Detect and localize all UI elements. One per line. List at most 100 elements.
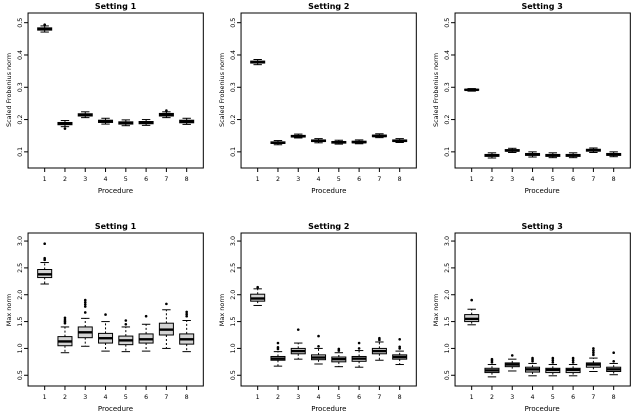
svg-text:2: 2 — [490, 176, 494, 183]
svg-text:8: 8 — [185, 176, 189, 183]
svg-text:1.0: 1.0 — [444, 343, 451, 353]
panel-frobenius-setting3: Setting 3 Scaled Frobenius norm 0.1 0.2 0.… — [427, 0, 640, 208]
svg-text:7: 7 — [164, 176, 168, 183]
svg-text:3: 3 — [510, 176, 514, 183]
svg-text:3: 3 — [297, 394, 301, 401]
svg-text:0.5: 0.5 — [444, 18, 451, 28]
svg-text:5: 5 — [550, 176, 554, 183]
svg-text:3.0: 3.0 — [230, 236, 237, 246]
svg-text:2.5: 2.5 — [230, 263, 237, 273]
svg-text:0.5: 0.5 — [230, 370, 237, 380]
svg-text:2.5: 2.5 — [444, 263, 451, 273]
panel-frobenius-setting2: Setting 2 Scaled Frobenius norm 0.1 0.2 0.… — [213, 0, 426, 208]
svg-text:1: 1 — [43, 394, 47, 401]
svg-text:0.1: 0.1 — [17, 147, 24, 157]
plot-area: 0.5 1.0 1.5 2.0 2.5 3.0 1 2 3 4 5 6 7 8 — [444, 232, 631, 401]
panel-frobenius-setting1: Setting 1 Scaled Frobenius norm 0.1 0.2 0.… — [0, 0, 213, 208]
plot-area: 0.5 1.0 1.5 2.0 2.5 3.0 1 2 3 4 5 6 7 8 — [17, 232, 204, 401]
panel-maxnorm-setting2: Setting 2 Max norm 0.5 1.0 1.5 2.0 2.5 3.0 1 2 3… — [213, 208, 426, 416]
svg-text:7: 7 — [378, 176, 382, 183]
svg-text:3: 3 — [510, 394, 514, 401]
panel-maxnorm-setting1: Setting 1 Max norm 0.5 1.0 1.5 2.0 2.5 3.0 1 2 3… — [0, 208, 213, 416]
svg-text:0.5: 0.5 — [17, 370, 24, 380]
svg-text:2: 2 — [63, 176, 67, 183]
svg-text:0.4: 0.4 — [230, 50, 237, 60]
svg-text:2.0: 2.0 — [17, 290, 24, 300]
x-axis-label: Procedure — [524, 405, 560, 413]
svg-text:7: 7 — [591, 176, 595, 183]
svg-text:6: 6 — [144, 394, 148, 401]
svg-text:0.1: 0.1 — [230, 147, 237, 157]
svg-text:7: 7 — [164, 394, 168, 401]
svg-text:5: 5 — [550, 394, 554, 401]
svg-text:6: 6 — [357, 394, 361, 401]
svg-text:7: 7 — [591, 394, 595, 401]
svg-text:0.3: 0.3 — [444, 82, 451, 92]
svg-text:6: 6 — [571, 394, 575, 401]
svg-text:2.0: 2.0 — [230, 290, 237, 300]
svg-text:2: 2 — [490, 394, 494, 401]
svg-text:4: 4 — [530, 394, 534, 401]
svg-text:7: 7 — [378, 394, 382, 401]
svg-text:1: 1 — [469, 394, 473, 401]
svg-text:1: 1 — [256, 394, 260, 401]
svg-text:6: 6 — [357, 176, 361, 183]
svg-text:1: 1 — [43, 176, 47, 183]
plot-area: 0.1 0.2 0.3 0.4 0.5 1 2 3 4 5 6 7 8 — [230, 12, 418, 183]
svg-text:5: 5 — [124, 394, 128, 401]
svg-text:6: 6 — [571, 176, 575, 183]
svg-text:8: 8 — [398, 394, 402, 401]
svg-text:3.0: 3.0 — [444, 236, 451, 246]
svg-text:0.4: 0.4 — [444, 50, 451, 60]
svg-text:0.2: 0.2 — [230, 115, 237, 125]
panel-title: Setting 3 — [521, 2, 563, 11]
svg-text:0.4: 0.4 — [17, 50, 24, 60]
svg-text:2: 2 — [276, 394, 280, 401]
svg-text:1: 1 — [256, 176, 260, 183]
svg-text:8: 8 — [185, 394, 189, 401]
svg-text:5: 5 — [337, 394, 341, 401]
svg-text:0.5: 0.5 — [230, 18, 237, 28]
svg-text:2.0: 2.0 — [444, 290, 451, 300]
svg-text:1.0: 1.0 — [17, 343, 24, 353]
svg-text:3.0: 3.0 — [17, 236, 24, 246]
svg-text:0.2: 0.2 — [444, 115, 451, 125]
svg-text:4: 4 — [317, 176, 321, 183]
svg-text:1.5: 1.5 — [17, 317, 24, 327]
svg-text:2: 2 — [63, 394, 67, 401]
panel-title: Setting 1 — [94, 2, 137, 11]
x-axis-label: Procedure — [97, 187, 134, 195]
svg-text:3: 3 — [83, 394, 87, 401]
svg-text:0.5: 0.5 — [444, 370, 451, 380]
panel-maxnorm-setting3: Setting 3 Max norm 0.5 1.0 1.5 2.0 2.5 3.0 1 2 3… — [427, 208, 640, 416]
panel-title: Setting 1 — [94, 222, 137, 231]
svg-text:1: 1 — [469, 176, 473, 183]
svg-text:1.0: 1.0 — [230, 343, 237, 353]
svg-text:6: 6 — [144, 176, 148, 183]
plot-area: 0.5 1.0 1.5 2.0 2.5 3.0 1 2 3 4 5 6 7 8 — [230, 232, 418, 401]
x-axis-label: Procedure — [524, 187, 560, 195]
svg-text:5: 5 — [337, 176, 341, 183]
svg-text:3: 3 — [297, 176, 301, 183]
x-axis-label: Procedure — [311, 187, 347, 195]
svg-text:1.5: 1.5 — [230, 317, 237, 327]
svg-text:0.2: 0.2 — [17, 115, 24, 125]
panel-title: Setting 2 — [308, 222, 350, 231]
plot-area: 0.1 0.2 0.3 0.4 0.5 1 2 3 4 5 6 7 8 — [17, 12, 204, 183]
plot-area: 0.1 0.2 0.3 0.4 0.5 1 2 3 4 5 6 7 8 — [444, 12, 631, 183]
svg-text:1.5: 1.5 — [444, 317, 451, 327]
svg-text:0.3: 0.3 — [17, 82, 24, 92]
svg-text:0.3: 0.3 — [230, 82, 237, 92]
svg-text:8: 8 — [611, 176, 615, 183]
svg-text:0.1: 0.1 — [444, 147, 451, 157]
svg-text:4: 4 — [104, 394, 108, 401]
panel-title: Setting 2 — [308, 2, 350, 11]
svg-text:0.5: 0.5 — [17, 18, 24, 28]
svg-text:3: 3 — [83, 176, 87, 183]
panel-title: Setting 3 — [521, 222, 563, 231]
svg-text:2: 2 — [276, 176, 280, 183]
svg-text:5: 5 — [124, 176, 128, 183]
svg-text:2.5: 2.5 — [17, 263, 24, 273]
x-axis-label: Procedure — [311, 405, 347, 413]
